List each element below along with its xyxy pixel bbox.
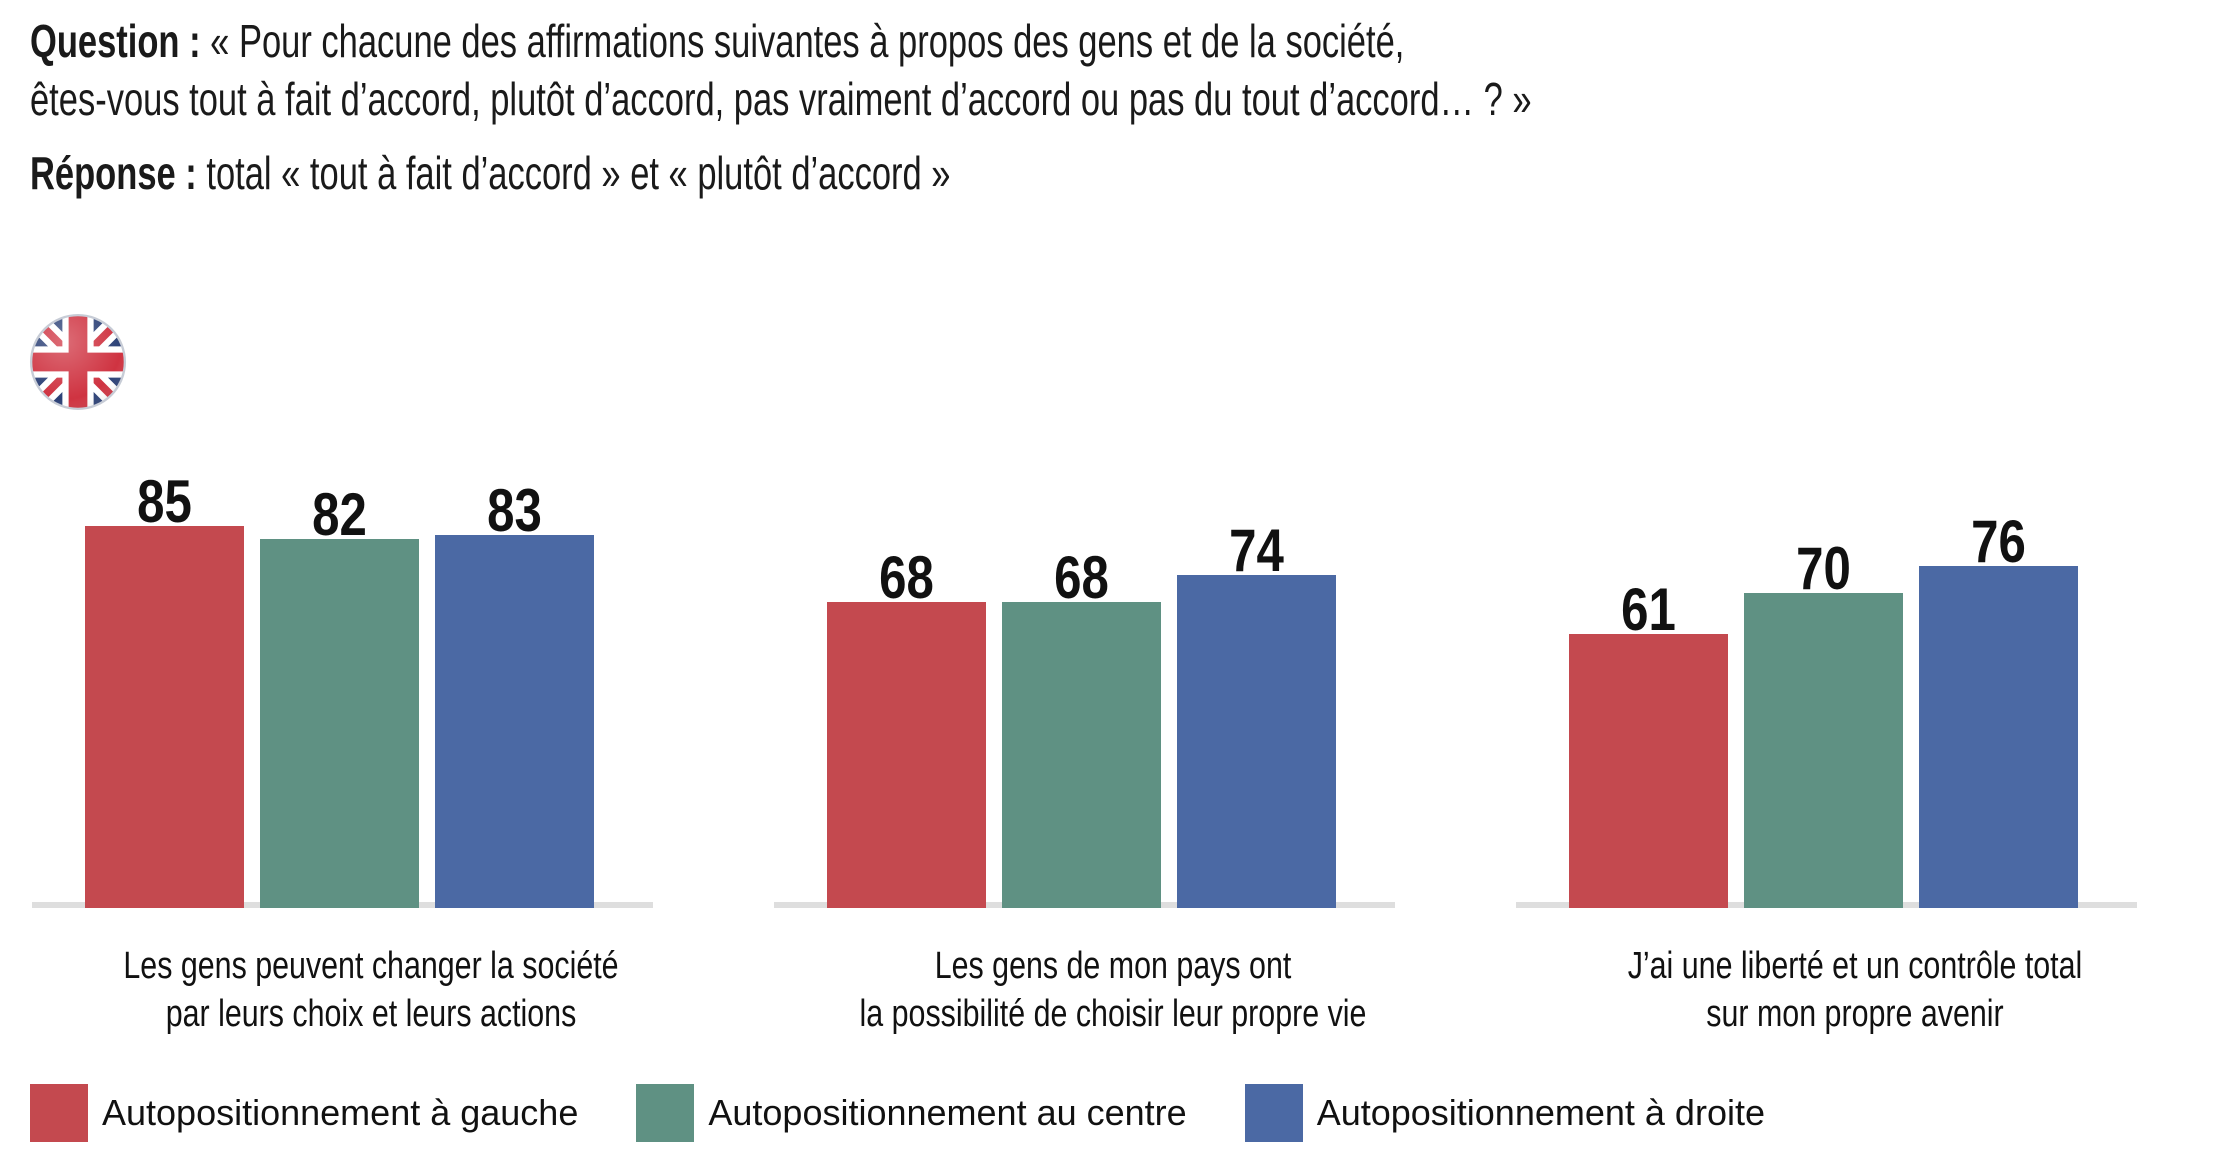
category-label-line: J’ai une liberté et un contrôle total (1627, 945, 2083, 987)
legend-swatch (30, 1084, 88, 1142)
bar-value-label: 70 (1796, 535, 1851, 602)
category-label-line: Les gens peuvent changer la société (123, 945, 619, 987)
bar-value-label: 82 (312, 481, 367, 548)
header: Question : « Pour chacune des affirmatio… (30, 12, 2032, 202)
category-label-line: par leurs choix et leurs actions (165, 993, 577, 1035)
chart-group: 68 68 74 Les gens de mon pays ont la possibi… (742, 458, 1484, 1038)
bar-value-label: 74 (1229, 517, 1284, 584)
bar: 68 (827, 548, 986, 908)
bar: 61 (1569, 579, 1728, 908)
bars-area: 85 82 83 (0, 458, 742, 908)
category-label: Les gens de mon pays ont la possibilité d… (816, 942, 1410, 1038)
category-label: Les gens peuvent changer la société par l… (74, 942, 668, 1038)
legend-label: Autopositionnement au centre (708, 1092, 1187, 1133)
legend-item: Autopositionnement à droite (1244, 1084, 1765, 1142)
question-label: Question : (30, 15, 201, 67)
chart-group: 61 70 76 J’ai une liberté et un contrôle to… (1484, 458, 2226, 1038)
bar-chart: 85 82 83 Les gens peuvent changer la sociét… (0, 458, 2226, 1038)
bar: 74 (1177, 521, 1336, 908)
bar: 85 (85, 471, 244, 908)
bar-value-label: 83 (487, 476, 542, 544)
category-label-line: Les gens de mon pays ont (934, 945, 1292, 987)
bar: 76 (1919, 512, 2078, 908)
bar-value-label: 61 (1621, 575, 1676, 643)
question-text: « Pour chacune des affirmations suivante… (200, 15, 1405, 67)
bar: 83 (435, 480, 594, 908)
response-label: Réponse : (30, 147, 197, 199)
category-label-line: sur mon propre avenir (1706, 993, 2004, 1035)
question-line-1: Question : « Pour chacune des affirmatio… (30, 12, 1532, 70)
chart-legend: Autopositionnement à gauche Autopositionn… (30, 1084, 1765, 1142)
legend-label: Autopositionnement à gauche (102, 1092, 579, 1133)
bars-area: 61 70 76 (1484, 458, 2226, 908)
legend-label: Autopositionnement à droite (1316, 1092, 1765, 1133)
bar-value-label: 85 (137, 467, 192, 535)
question-line-2: êtes-vous tout à fait d’accord, plutôt d… (30, 73, 1532, 125)
response-line: Réponse : total « tout à fait d’accord »… (30, 144, 1532, 202)
legend-item: Autopositionnement au centre (636, 1084, 1187, 1142)
bar: 68 (1002, 548, 1161, 908)
bars-area: 68 68 74 (742, 458, 1484, 908)
response-text: total « tout à fait d’accord » et « plut… (196, 147, 951, 199)
bar: 70 (1744, 539, 1903, 908)
bar-value-label: 76 (1971, 508, 2026, 575)
category-label-line: la possibilité de choisir leur propre vi… (859, 993, 1367, 1035)
bar: 82 (260, 485, 419, 908)
chart-group: 85 82 83 Les gens peuvent changer la sociét… (0, 458, 742, 1038)
legend-swatch (636, 1084, 695, 1142)
legend-item: Autopositionnement à gauche (30, 1084, 578, 1142)
bar-value-label: 68 (879, 544, 934, 611)
legend-swatch (1244, 1084, 1303, 1142)
bar-value-label: 68 (1054, 544, 1109, 611)
category-label: J’ai une liberté et un contrôle total sur… (1558, 942, 2152, 1038)
uk-flag-icon (29, 313, 127, 411)
